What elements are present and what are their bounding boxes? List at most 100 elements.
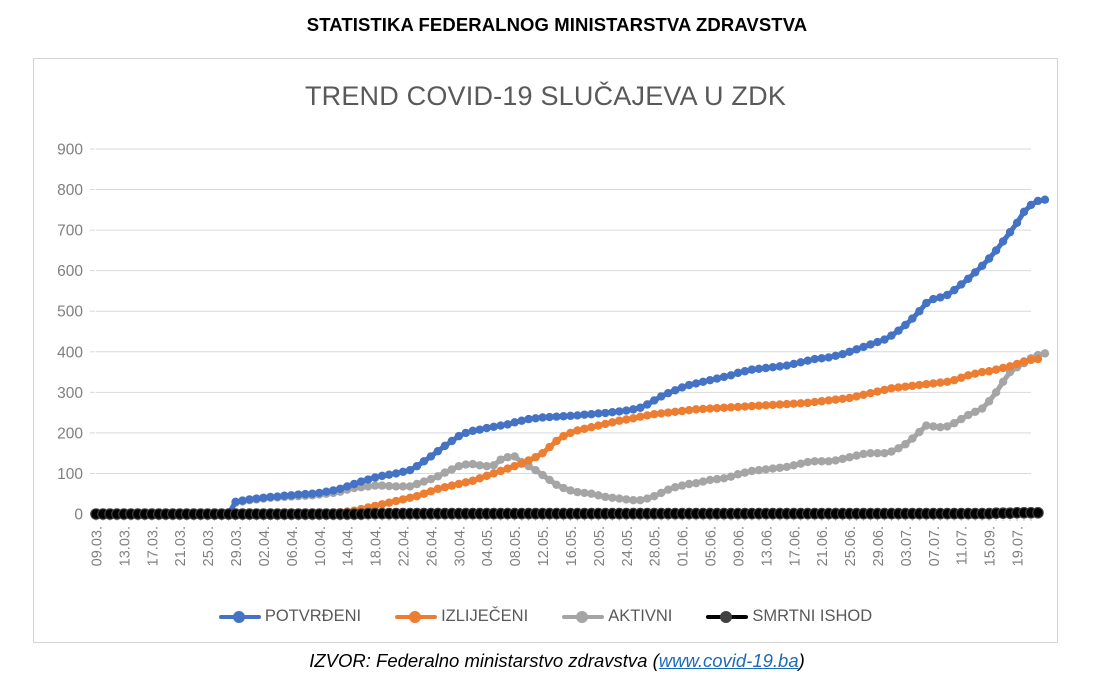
series-marker (998, 377, 1008, 386)
x-axis-tick-label: 29.06. (871, 526, 887, 566)
legend-item[interactable]: SMRTNI ISHOD (706, 607, 872, 626)
legend-item-label: AKTIVNI (608, 607, 673, 625)
x-axis-tick-label: 12.05. (536, 526, 552, 566)
series-line (91, 195, 1050, 519)
series-marker (552, 480, 561, 489)
series-marker (964, 371, 973, 380)
series-marker (824, 457, 833, 466)
series-marker (629, 414, 638, 423)
series-marker (929, 294, 938, 304)
legend-swatch-icon (395, 610, 438, 624)
series-marker (880, 448, 889, 458)
series-marker (1019, 357, 1029, 366)
series-marker (468, 476, 477, 485)
series-marker (726, 403, 736, 412)
legend-item[interactable]: AKTIVNI (562, 607, 672, 626)
series-marker (957, 280, 966, 289)
series-marker (684, 380, 694, 390)
series-marker (580, 410, 589, 419)
series-marker (496, 466, 505, 476)
series-marker (943, 377, 952, 386)
series-marker (454, 479, 464, 489)
series-marker (384, 481, 394, 491)
x-axis-tick-label: 09.06. (731, 526, 747, 566)
x-axis-tick-label: 15.09. (983, 526, 999, 566)
source-link[interactable]: www.covid-19.ba (658, 650, 799, 671)
series-marker (705, 375, 715, 385)
series-marker (370, 501, 380, 511)
chart-plot-area: 0 100 200 300 400 500 600 700 800 900 09.03. 13.03.… (57, 142, 1050, 566)
series-marker (663, 408, 673, 417)
series-marker (782, 361, 791, 370)
series-marker (636, 496, 645, 505)
series-marker (970, 268, 980, 277)
y-axis-tick-label: 500 (57, 304, 83, 321)
x-axis-tick-label: 11.07. (955, 526, 971, 565)
series-marker (887, 384, 896, 393)
series-marker (440, 468, 450, 477)
series-marker (880, 335, 889, 344)
series-marker (970, 407, 980, 416)
x-axis-tick-label: 21.06. (815, 526, 831, 566)
series-marker (496, 421, 505, 430)
series-marker (768, 362, 778, 372)
series-marker (566, 486, 575, 495)
series-marker (322, 487, 331, 496)
series-marker (510, 418, 519, 427)
series-marker (817, 457, 826, 466)
series-marker (601, 408, 610, 418)
series-marker (545, 442, 554, 452)
series-marker (998, 237, 1008, 246)
series-marker (461, 478, 471, 487)
series-marker (838, 394, 847, 404)
series-marker (810, 354, 819, 364)
series-marker (733, 470, 743, 479)
x-axis-tick-label: 26.04. (424, 526, 440, 566)
series-marker (503, 464, 512, 473)
series-marker (789, 359, 798, 369)
series-marker (475, 474, 484, 483)
series-marker (510, 452, 519, 461)
series-marker (845, 347, 854, 356)
series-marker (412, 479, 422, 489)
series-marker (419, 457, 429, 466)
series-marker (566, 428, 575, 438)
series-marker (461, 460, 471, 469)
series-marker (950, 418, 959, 428)
series-marker (398, 495, 408, 504)
series-marker (377, 471, 387, 481)
series-marker (691, 478, 701, 488)
series-marker (245, 495, 254, 504)
series-marker (719, 403, 729, 412)
x-axis-tick-label: 09.03. (90, 526, 106, 566)
series-marker (866, 340, 875, 349)
series-marker (789, 461, 798, 470)
series-marker (915, 427, 924, 437)
series-marker (461, 428, 471, 438)
series-marker (705, 404, 715, 413)
series-marker (329, 486, 338, 495)
x-axis: 09.03. 13.03. 17.03. 21.03. 25.03. 29.03. 02.0… (90, 516, 1032, 566)
series-marker (838, 350, 847, 359)
legend-item-label: SMRTNI ISHOD (752, 607, 873, 625)
series-marker (803, 356, 812, 365)
x-axis-tick-label: 19.07. (1011, 526, 1027, 566)
series-marker (922, 298, 931, 308)
series-marker (238, 496, 247, 505)
series-marker (894, 326, 903, 335)
series-marker (363, 475, 373, 484)
series-marker (440, 441, 450, 451)
series-marker (845, 453, 854, 462)
series-marker (970, 369, 980, 378)
series-marker (740, 468, 750, 477)
series-marker (580, 424, 589, 434)
series-marker (656, 488, 666, 498)
series-marker (531, 466, 540, 475)
legend-item[interactable]: POTVRĐENI (218, 607, 361, 626)
legend-item[interactable]: IZLIJEČENI (395, 607, 528, 626)
x-axis-tick-label: 03.07. (899, 526, 915, 566)
series-marker (873, 448, 882, 458)
series-marker (650, 410, 659, 419)
series-marker (552, 436, 561, 446)
